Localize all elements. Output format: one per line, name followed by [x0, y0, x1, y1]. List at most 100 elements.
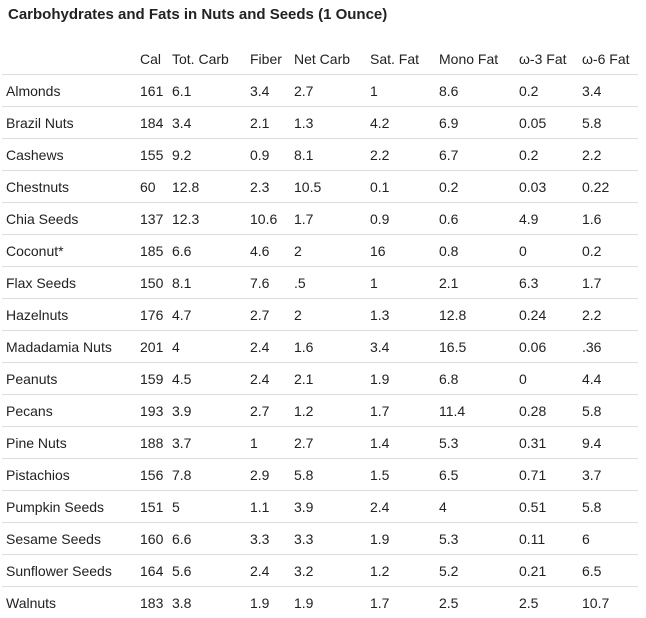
cell-omega3-fat: 0.51: [515, 491, 578, 523]
column-header-name: [2, 43, 136, 75]
cell-omega3-fat: 2.5: [515, 587, 578, 618]
cell-fiber: 7.6: [246, 267, 290, 299]
cell-omega6-fat: 4.4: [578, 363, 638, 395]
cell-fiber: 1.9: [246, 587, 290, 618]
cell-omega3-fat: 0.24: [515, 299, 578, 331]
cell-net-carb: 2: [290, 235, 366, 267]
cell-omega3-fat: 4.9: [515, 203, 578, 235]
cell-omega6-fat: 2.2: [578, 299, 638, 331]
cell-tot-carb: 6.6: [168, 523, 246, 555]
column-header-cal: Cal: [136, 43, 168, 75]
cell-omega3-fat: 0.28: [515, 395, 578, 427]
cell-tot-carb: 3.4: [168, 107, 246, 139]
cell-net-carb: 3.3: [290, 523, 366, 555]
cell-tot-carb: 5: [168, 491, 246, 523]
cell-net-carb: 5.8: [290, 459, 366, 491]
cell-sat-fat: 1.3: [366, 299, 435, 331]
cell-food-name: Pumpkin Seeds: [2, 491, 136, 523]
cell-tot-carb: 3.9: [168, 395, 246, 427]
cell-sat-fat: 16: [366, 235, 435, 267]
cell-tot-carb: 12.8: [168, 171, 246, 203]
cell-cal: 184: [136, 107, 168, 139]
cell-net-carb: 1.9: [290, 587, 366, 618]
cell-cal: 156: [136, 459, 168, 491]
cell-cal: 137: [136, 203, 168, 235]
cell-food-name: Almonds: [2, 75, 136, 107]
cell-fiber: 10.6: [246, 203, 290, 235]
nutrition-table: Cal Tot. Carb Fiber Net Carb Sat. Fat Mo…: [2, 43, 638, 618]
cell-cal: 60: [136, 171, 168, 203]
cell-food-name: Walnuts: [2, 587, 136, 618]
cell-mono-fat: 0.2: [435, 171, 515, 203]
cell-omega6-fat: 0.2: [578, 235, 638, 267]
cell-food-name: Coconut*: [2, 235, 136, 267]
column-header-sat-fat: Sat. Fat: [366, 43, 435, 75]
cell-fiber: 2.3: [246, 171, 290, 203]
cell-net-carb: 2.7: [290, 427, 366, 459]
cell-food-name: Brazil Nuts: [2, 107, 136, 139]
cell-mono-fat: 8.6: [435, 75, 515, 107]
cell-omega3-fat: 0.71: [515, 459, 578, 491]
cell-sat-fat: 1: [366, 75, 435, 107]
cell-cal: 183: [136, 587, 168, 618]
cell-cal: 150: [136, 267, 168, 299]
cell-sat-fat: 1.4: [366, 427, 435, 459]
cell-omega6-fat: 2.2: [578, 139, 638, 171]
cell-net-carb: 3.2: [290, 555, 366, 587]
cell-omega6-fat: .36: [578, 331, 638, 363]
cell-fiber: 2.4: [246, 363, 290, 395]
cell-omega3-fat: 0.06: [515, 331, 578, 363]
cell-omega6-fat: 1.7: [578, 267, 638, 299]
cell-net-carb: 1.3: [290, 107, 366, 139]
cell-tot-carb: 3.7: [168, 427, 246, 459]
cell-sat-fat: 1.9: [366, 363, 435, 395]
page-title: Carbohydrates and Fats in Nuts and Seeds…: [8, 6, 387, 23]
cell-mono-fat: 4: [435, 491, 515, 523]
cell-omega6-fat: 6.5: [578, 555, 638, 587]
cell-net-carb: 1.2: [290, 395, 366, 427]
cell-mono-fat: 5.3: [435, 523, 515, 555]
cell-food-name: Cashews: [2, 139, 136, 171]
cell-fiber: 2.9: [246, 459, 290, 491]
cell-cal: 176: [136, 299, 168, 331]
cell-net-carb: 1.6: [290, 331, 366, 363]
cell-mono-fat: 12.8: [435, 299, 515, 331]
cell-omega3-fat: 0.03: [515, 171, 578, 203]
cell-fiber: 4.6: [246, 235, 290, 267]
cell-fiber: 3.3: [246, 523, 290, 555]
cell-sat-fat: 1.5: [366, 459, 435, 491]
cell-cal: 201: [136, 331, 168, 363]
cell-sat-fat: 1.7: [366, 395, 435, 427]
cell-cal: 155: [136, 139, 168, 171]
column-header-fiber: Fiber: [246, 43, 290, 75]
cell-tot-carb: 6.6: [168, 235, 246, 267]
cell-food-name: Sesame Seeds: [2, 523, 136, 555]
cell-net-carb: 2.1: [290, 363, 366, 395]
cell-mono-fat: 11.4: [435, 395, 515, 427]
cell-net-carb: 10.5: [290, 171, 366, 203]
cell-food-name: Flax Seeds: [2, 267, 136, 299]
cell-tot-carb: 4.5: [168, 363, 246, 395]
cell-fiber: 2.4: [246, 555, 290, 587]
cell-mono-fat: 6.7: [435, 139, 515, 171]
cell-food-name: Pistachios: [2, 459, 136, 491]
column-header-omega6-fat: ω-6 Fat: [578, 43, 638, 75]
cell-fiber: 0.9: [246, 139, 290, 171]
column-header-mono-fat: Mono Fat: [435, 43, 515, 75]
cell-food-name: Pine Nuts: [2, 427, 136, 459]
cell-sat-fat: 2.2: [366, 139, 435, 171]
cell-omega6-fat: 3.7: [578, 459, 638, 491]
cell-sat-fat: 2.4: [366, 491, 435, 523]
cell-net-carb: 2.7: [290, 75, 366, 107]
cell-tot-carb: 4: [168, 331, 246, 363]
cell-net-carb: 3.9: [290, 491, 366, 523]
